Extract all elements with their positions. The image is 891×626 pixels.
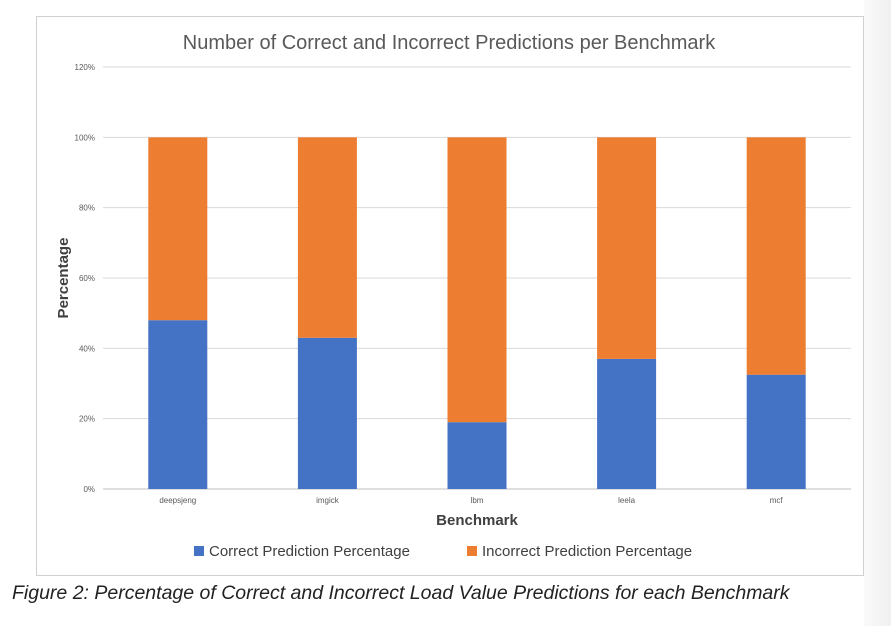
y-tick-label: 120% bbox=[75, 63, 95, 72]
bar-imgick-incorrect bbox=[297, 137, 357, 338]
legend-swatch bbox=[467, 546, 477, 556]
x-tick-label: leela bbox=[618, 496, 635, 505]
y-tick-labels: 0% 20% 40% 60% 80% 100% 120% bbox=[75, 63, 95, 494]
bar-deepsjeng-correct bbox=[148, 320, 208, 489]
x-tick-label: mcf bbox=[770, 496, 784, 505]
x-tick-labels: deepsjeng imgick lbm leela mcf bbox=[159, 496, 783, 505]
y-tick-label: 40% bbox=[79, 344, 95, 353]
legend-label: Incorrect Prediction Percentage bbox=[482, 543, 692, 560]
x-tick-label: imgick bbox=[316, 496, 340, 505]
y-tick-label: 80% bbox=[79, 204, 95, 213]
legend-label: Correct Prediction Percentage bbox=[209, 543, 410, 560]
bar-deepsjeng-incorrect bbox=[148, 137, 208, 321]
figure-caption: Figure 2: Percentage of Correct and Inco… bbox=[12, 582, 790, 604]
legend: Correct Prediction Percentage Incorrect P… bbox=[194, 543, 692, 560]
bar-lbm-correct bbox=[447, 422, 507, 489]
bar-leela-incorrect bbox=[597, 137, 657, 359]
x-tick-label: lbm bbox=[471, 496, 484, 505]
y-axis-label: Percentage bbox=[55, 238, 72, 319]
bar-imgick-correct bbox=[297, 337, 357, 489]
bar-mcf-correct bbox=[746, 374, 806, 489]
x-axis-label: Benchmark bbox=[436, 512, 518, 529]
chart-title: Number of Correct and Incorrect Predicti… bbox=[183, 32, 716, 54]
bar-lbm-incorrect bbox=[447, 137, 507, 423]
y-tick-label: 100% bbox=[75, 133, 95, 142]
x-tick-label: deepsjeng bbox=[159, 496, 196, 505]
right-edge-shade bbox=[864, 0, 891, 626]
y-tick-label: 20% bbox=[79, 415, 95, 424]
legend-swatch bbox=[194, 546, 204, 556]
y-tick-label: 0% bbox=[83, 485, 95, 494]
bars bbox=[148, 137, 806, 489]
y-tick-label: 60% bbox=[79, 274, 95, 283]
bar-mcf-incorrect bbox=[746, 137, 806, 375]
bar-leela-correct bbox=[597, 358, 657, 489]
stacked-bar-chart: Number of Correct and Incorrect Predicti… bbox=[55, 32, 851, 560]
